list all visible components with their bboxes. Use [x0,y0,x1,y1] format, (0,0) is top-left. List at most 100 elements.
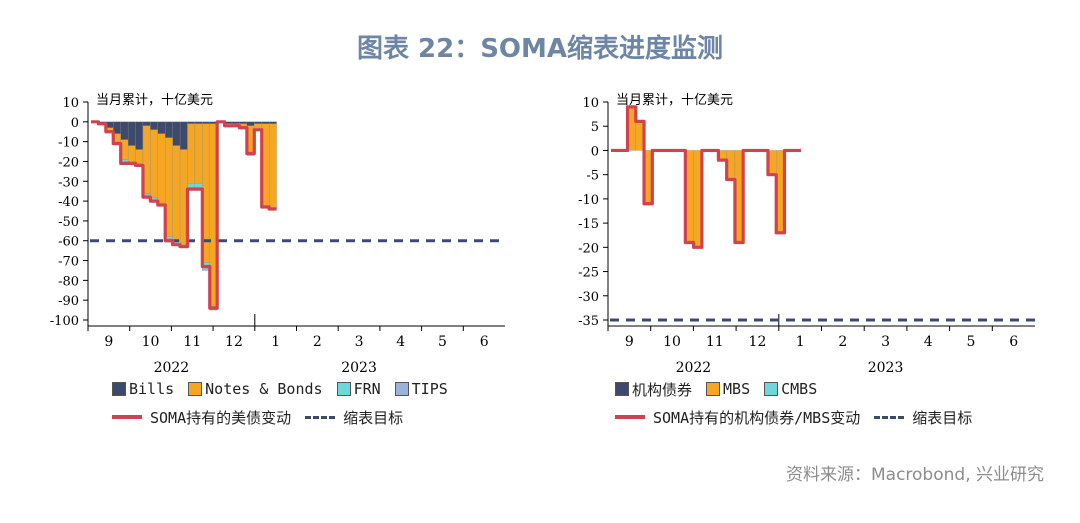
legend-frn: FRN [336,380,381,398]
y-tick-label: 0 [591,144,599,159]
bar-bills [246,121,255,126]
x-tick-label: 10 [663,334,681,350]
frn-swatch [336,382,351,396]
legend-soma-agency: SOMA持有的机构债券/MBS变动 [615,407,860,428]
bar-bills [261,121,270,124]
bar-notes_bonds [187,123,196,184]
bar-notes_bonds [254,123,262,128]
x-tick-label: 11 [183,334,201,350]
x-tick-label: 4 [924,334,933,350]
legend-soma-agency-label: SOMA持有的机构债券/MBS变动 [653,408,861,427]
mbs-swatch [706,382,721,396]
x-tick-label: 12 [749,334,767,350]
x-tick-label: 5 [438,334,447,350]
chart-figure-title: 图表 22：SOMA缩表进度监测 [356,34,724,64]
bar-bills [142,121,151,126]
legend-soma-treasury: SOMA持有的美债变动 [112,407,291,428]
y-tick-label: -100 [50,314,79,329]
x-tick-label: 6 [480,334,489,350]
legend-notes-bonds-label: Notes & Bonds [205,380,323,398]
y-tick-label: -50 [58,215,79,230]
legend-target-left-label: 缩表目标 [343,408,404,427]
agency-legend: 机构债券 MBS CMBS SOMA持有的机构债券/MBS变动 缩表目标 [615,378,986,428]
bar-notes_bonds [135,149,144,164]
x-year-label-2023: 2023 [341,360,377,376]
y-tick-label: -80 [58,274,79,289]
bar-bills [179,121,188,150]
y-tick-label: -30 [578,290,599,305]
y-tick-label: -90 [58,294,79,309]
target-dash-swatch [305,415,336,419]
bar-bills [187,121,196,124]
soma-change-line [91,120,277,310]
y-tick-label: 10 [582,96,599,111]
cmbs-swatch [764,382,779,396]
bar-bills [254,121,262,124]
bar-frn [194,183,203,188]
bills-swatch [112,382,126,396]
unit-note: 当月累计，十亿美元 [96,93,213,108]
y-tick-label: -20 [578,241,599,256]
y-tick-label: -30 [58,175,79,190]
legend-agency: 机构债券 [615,379,692,400]
y-tick-label: 5 [591,120,599,135]
legend-mbs-label: MBS [723,380,751,398]
y-tick-label: -10 [58,136,79,151]
legend-target-right-label: 缩表目标 [912,408,973,427]
legend-cmbs: CMBS [764,380,817,398]
x-tick-label: 9 [625,334,634,350]
x-tick-label: 12 [225,334,243,350]
x-tick-label: 10 [142,334,160,350]
legend-frn-label: FRN [353,380,381,398]
x-tick-label: 5 [966,334,975,350]
y-tick-label: -15 [578,217,599,232]
bar-notes_bonds [172,145,181,241]
y-tick-label: -70 [58,255,79,270]
bar-bills [194,121,203,124]
soma-change-line [611,105,802,249]
x-tick-label: 1 [796,334,805,350]
tips-swatch [394,382,409,396]
legend-bills: Bills [112,380,174,398]
legend-notes-bonds: Notes & Bonds [188,380,323,398]
bar-bills [172,121,181,146]
bar-bills [165,121,173,138]
bar-frn [187,183,196,188]
target-dash-swatch-right [874,415,905,419]
y-tick-label: -10 [578,193,599,208]
treasury-runoff-chart: 10 0 -10 -20 -30 -40 -50 -60 -70 -80 -90 -100 9 10 11 1… [50,93,505,376]
x-tick-label: 9 [104,334,113,350]
y-tick-label: -35 [578,314,599,329]
legend-mbs: MBS [706,380,750,398]
x-year-label-2022: 2022 [154,360,190,376]
y-tick-label: -60 [58,235,79,250]
bar-notes_bonds [150,129,158,198]
x-year-label-2023: 2023 [868,360,904,376]
x-tick-label: 6 [1009,334,1018,350]
agency-swatch [615,382,629,396]
x-tick-label: 2 [313,334,322,350]
x-tick-label: 4 [396,334,405,350]
x-tick-label: 2 [838,334,847,350]
bar-notes_bonds [268,123,277,210]
legend-tips-label: TIPS [411,380,448,398]
bar-bills [202,121,210,124]
soma-line-swatch [112,415,142,419]
x-tick-label: 11 [706,334,724,350]
y-tick-label: -40 [58,195,79,210]
source-note: 资料来源：Macrobond, 兴业研究 [785,465,1044,485]
y-tick-label: 10 [62,96,79,111]
bar-bills [268,121,277,124]
bar-bills [127,121,136,146]
y-tick-label: 0 [71,116,79,131]
legend-cmbs-label: CMBS [781,380,818,398]
bar-notes_bonds [127,145,136,162]
bar-bills [120,121,129,140]
treasury-legend: Bills Notes & Bonds FRN TIPS SOMA持有的美债变动… [112,378,462,428]
y-tick-label: -20 [58,155,79,170]
x-tick-label: 3 [881,334,890,350]
legend-bills-label: Bills [129,380,175,398]
bar-notes_bonds [157,133,166,204]
bar-bills [135,121,144,150]
